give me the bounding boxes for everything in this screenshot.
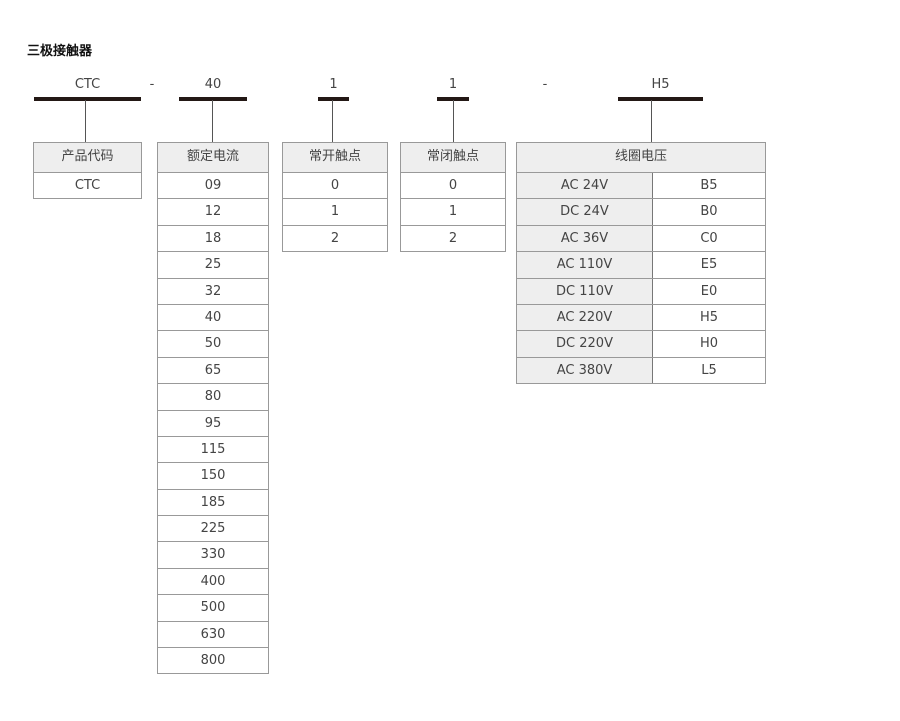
table-cell: 500 [158,594,268,620]
connector-line [651,100,652,142]
table-cell: 0 [401,172,505,198]
table-header: 常闭触点 [401,143,505,172]
table-cell: 09 [158,172,268,198]
table-cell: 65 [158,356,268,383]
voltage-value: AC 380V [517,357,653,384]
table-row: DC 110V E0 [517,277,765,304]
connector-line [453,100,454,142]
table-cell: 32 [158,277,268,304]
table-header: 产品代码 [34,143,141,172]
voltage-value: AC 24V [517,173,653,199]
page-title: 三极接触器 [27,44,93,59]
voltage-code: C0 [700,230,718,246]
code-current: 40 [204,77,222,92]
code-bar [34,97,141,101]
table-cell: 40 [158,303,268,330]
voltage-code: E0 [700,283,718,299]
voltage-value: DC 220V [517,331,653,357]
table-cell: 185 [158,488,268,515]
table-header: 额定电流 [158,143,268,172]
voltage-code: H0 [699,336,719,352]
connector-line [85,100,86,142]
voltage-value: DC 24V [517,199,653,225]
table-row: AC 220V H5 [517,303,765,331]
voltage-table: 线圈电压 AC 24V B5 DC 24V B0 AC 36V C0 AC 110V E5 DC… [516,142,766,385]
voltage-code: B5 [700,178,718,193]
table-cell: 95 [158,409,268,436]
voltage-value: AC 36V [517,225,653,252]
table-row: AC 110V E5 [517,251,765,278]
table-row: DC 24V B0 [517,198,765,225]
table-cell: 1 [283,198,387,224]
code-voltage: H5 [651,77,670,92]
code-nc: 1 [448,77,458,92]
table-cell: 630 [158,620,268,647]
table-cell: 2 [283,224,387,251]
table-cell: 80 [158,383,268,409]
voltage-value: AC 110V [517,252,653,278]
table-cell: 225 [158,515,268,541]
table-cell: 18 [158,224,268,251]
code-separator: - [542,77,548,92]
code-bar [318,97,349,101]
code-no: 1 [329,77,338,92]
code-separator: - [149,77,155,92]
connector-line [212,100,213,142]
table-cell: 0 [283,172,387,198]
table-cell: 50 [158,330,268,356]
connector-line [332,100,333,142]
voltage-code: B0 [700,204,718,220]
table-row: DC 220V H0 [517,330,765,357]
current-table: 额定电流 09 12 18 25 32 40 50 65 80 95 115 150 185 225 330… [157,142,269,675]
code-bar [179,97,247,101]
table-cell: 1 [401,198,505,224]
table-cell: 12 [158,198,268,224]
voltage-code: L5 [701,362,717,378]
code-bar [437,97,469,101]
table-row: AC 36V C0 [517,224,765,252]
product-table: 产品代码 CTC [33,142,142,200]
voltage-value: DC 110V [517,278,653,304]
table-header: 常开触点 [283,143,387,172]
table-row: AC 380V L5 [517,356,765,384]
code-bar [618,97,703,101]
table-cell: 800 [158,647,268,673]
table-header: 线圈电压 [517,143,765,172]
table-cell: 150 [158,462,268,488]
table-cell: 400 [158,567,268,594]
table-cell: 115 [158,435,268,462]
table-cell: 2 [401,224,505,251]
table-cell: 25 [158,251,268,277]
table-row: AC 24V B5 [517,172,765,199]
voltage-value: AC 220V [517,304,653,331]
table-cell: 330 [158,541,268,567]
voltage-code: H5 [699,309,719,325]
table-cell: CTC [34,172,141,198]
voltage-code: E5 [700,257,718,273]
code-product: CTC [74,77,101,92]
